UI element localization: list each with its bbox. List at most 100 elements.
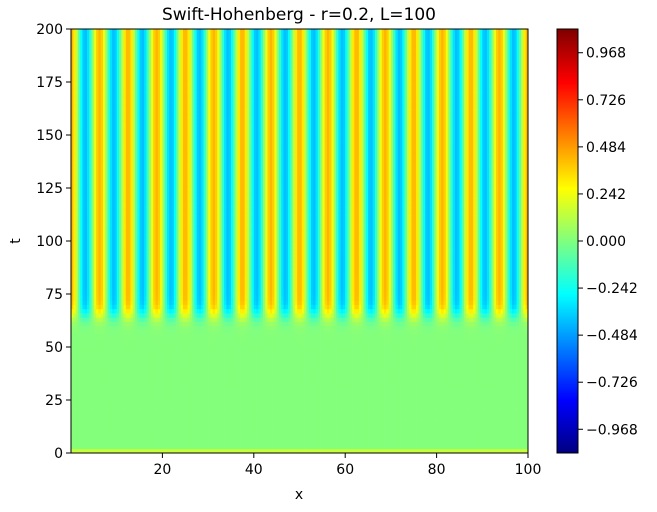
heatmap-cell [409,355,412,360]
heatmap-cell [466,385,469,390]
heatmap-cell [183,389,186,394]
heatmap-cell [494,360,497,365]
heatmap-cell [350,423,353,428]
heatmap-cell [128,355,131,360]
heatmap-cell [247,436,250,441]
heatmap-cell [279,445,282,450]
heatmap-cell [208,360,211,365]
heatmap-cell [142,411,145,416]
heatmap-cell [491,377,494,382]
heatmap-cell [288,445,291,450]
heatmap-cell [261,423,264,428]
heatmap-cell [185,351,188,356]
heatmap-cell [503,368,506,373]
heatmap-cell [300,440,303,445]
heatmap-cell [204,364,207,369]
heatmap-cell [73,428,76,433]
heatmap-cell [441,398,444,403]
heatmap-cell [363,372,366,377]
heatmap-cell [297,360,300,365]
heatmap-cell [87,440,90,445]
heatmap-cell [247,377,250,382]
heatmap-cell [146,428,149,433]
heatmap-cell [82,351,85,356]
heatmap-cell [382,406,385,411]
heatmap-cell [398,385,401,390]
heatmap-cell [373,389,376,394]
heatmap-cell [421,394,424,399]
heatmap-cell [329,440,332,445]
heatmap-cell [379,381,382,386]
heatmap-cell [331,428,334,433]
heatmap-cell [316,415,319,420]
heatmap-cell [375,419,378,424]
heatmap-cell [94,445,97,450]
heatmap-cell [252,428,255,433]
heatmap-cell [496,347,499,352]
heatmap-cell [352,355,355,360]
heatmap-cell [517,436,520,441]
heatmap-cell [151,385,154,390]
heatmap-cell [252,385,255,390]
heatmap-cell [73,406,76,411]
heatmap-cell [222,419,225,424]
heatmap-cell [443,419,446,424]
heatmap-cell [89,402,92,407]
heatmap-cell [286,351,289,356]
heatmap-cell [455,347,458,352]
heatmap-cell [167,428,170,433]
heatmap-cell [87,428,90,433]
heatmap-cell [439,428,442,433]
heatmap-cell [188,398,191,403]
heatmap-cell [478,360,481,365]
heatmap-cell [482,402,485,407]
heatmap-cell [263,381,266,386]
heatmap-cell [336,372,339,377]
heatmap-cell [80,364,83,369]
heatmap-cell [366,440,369,445]
heatmap-cell [215,364,218,369]
heatmap-cell [316,394,319,399]
heatmap-cell [432,428,435,433]
heatmap-cell [343,419,346,424]
heatmap-cell [473,436,476,441]
heatmap-cell [156,377,159,382]
heatmap-cell [494,402,497,407]
heatmap-cell [453,402,456,407]
heatmap-cell [389,406,392,411]
heatmap-cell [313,389,316,394]
heatmap-cell [124,436,127,441]
heatmap-cell [489,436,492,441]
heatmap-cell [149,355,152,360]
heatmap-cell [153,368,156,373]
heatmap-cell [517,398,520,403]
heatmap-cell [304,351,307,356]
heatmap-cell [188,440,191,445]
heatmap-cell [448,364,451,369]
heatmap-cell [190,411,193,416]
heatmap-cell [204,440,207,445]
heatmap-cell [73,394,76,399]
heatmap-cell [437,355,440,360]
heatmap-cell [94,423,97,428]
heatmap-cell [192,445,195,450]
heatmap-cell [87,445,90,450]
heatmap-cell [519,372,522,377]
heatmap-cell [405,372,408,377]
heatmap-cell [135,389,138,394]
heatmap-cell [503,364,506,369]
heatmap-cell [432,355,435,360]
heatmap-cell [290,423,293,428]
heatmap-cell [331,440,334,445]
heatmap-cell [313,432,316,437]
heatmap-cell [338,406,341,411]
heatmap-cell [498,445,501,450]
heatmap-cell [519,377,522,382]
heatmap-cell [290,394,293,399]
heatmap-cell [503,445,506,450]
heatmap-cell [249,372,252,377]
heatmap-cell [165,432,168,437]
heatmap-cell [137,368,140,373]
heatmap-cell [448,389,451,394]
heatmap-cell [517,372,520,377]
